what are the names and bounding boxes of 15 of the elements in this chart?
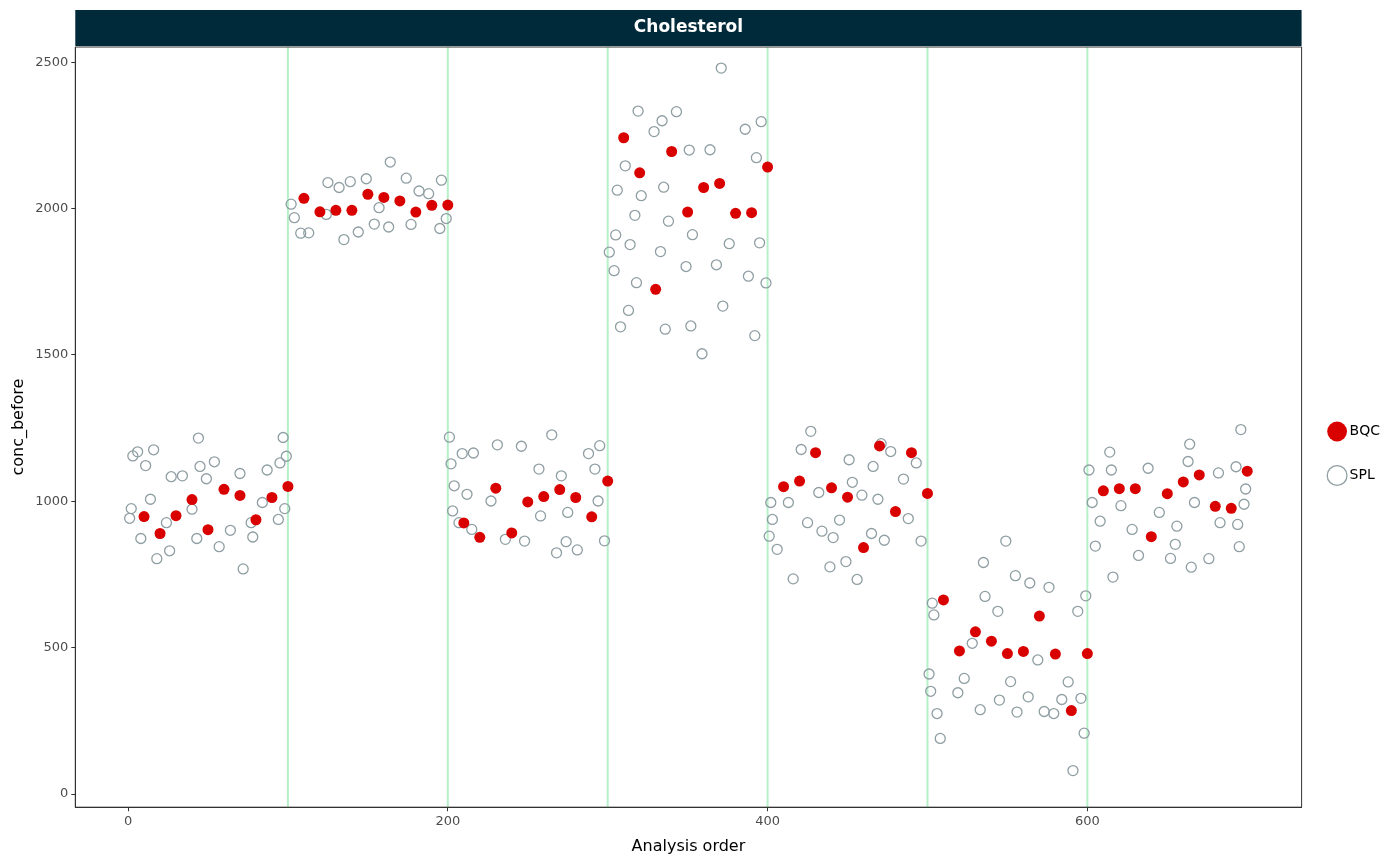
y-tick-label: 500 (43, 639, 69, 655)
legend-label: BQC (1349, 422, 1381, 439)
y-tick-label: 2000 (35, 199, 69, 215)
y-axis-title: conc_before (7, 378, 28, 476)
x-tick-label: 200 (435, 813, 461, 829)
y-tick-label: 0 (60, 785, 69, 801)
y-tick-label: 1000 (35, 492, 69, 508)
y-tick-label: 1500 (35, 346, 69, 362)
x-tick-label: 400 (755, 813, 780, 829)
x-tick-label: 0 (123, 813, 133, 829)
chart-title: Cholesterol (633, 16, 744, 37)
legend-label: SPL (1349, 466, 1375, 483)
x-axis-title: Analysis order (631, 835, 746, 855)
y-tick-label: 2500 (35, 53, 69, 69)
x-tick-label: 600 (1074, 813, 1100, 829)
